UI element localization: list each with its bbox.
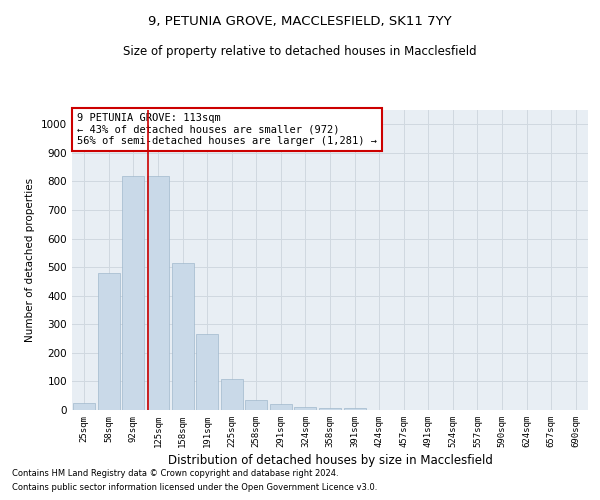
Text: Contains public sector information licensed under the Open Government Licence v3: Contains public sector information licen… [12,484,377,492]
Bar [196,334,218,410]
Bar [319,408,341,410]
Bar [73,403,95,410]
Text: 9 PETUNIA GROVE: 113sqm
← 43% of detached houses are smaller (972)
56% of semi-d: 9 PETUNIA GROVE: 113sqm ← 43% of detache… [77,113,377,146]
Bar [344,408,365,410]
Bar [221,378,243,410]
Bar [98,273,120,410]
Bar [172,263,194,410]
Bar [245,400,268,410]
Bar [122,176,145,410]
Bar [270,404,292,410]
Text: 9, PETUNIA GROVE, MACCLESFIELD, SK11 7YY: 9, PETUNIA GROVE, MACCLESFIELD, SK11 7YY [148,15,452,28]
Text: Contains HM Land Registry data © Crown copyright and database right 2024.: Contains HM Land Registry data © Crown c… [12,468,338,477]
Bar [295,407,316,410]
Text: Size of property relative to detached houses in Macclesfield: Size of property relative to detached ho… [123,45,477,58]
Y-axis label: Number of detached properties: Number of detached properties [25,178,35,342]
Bar [147,176,169,410]
X-axis label: Distribution of detached houses by size in Macclesfield: Distribution of detached houses by size … [167,454,493,467]
